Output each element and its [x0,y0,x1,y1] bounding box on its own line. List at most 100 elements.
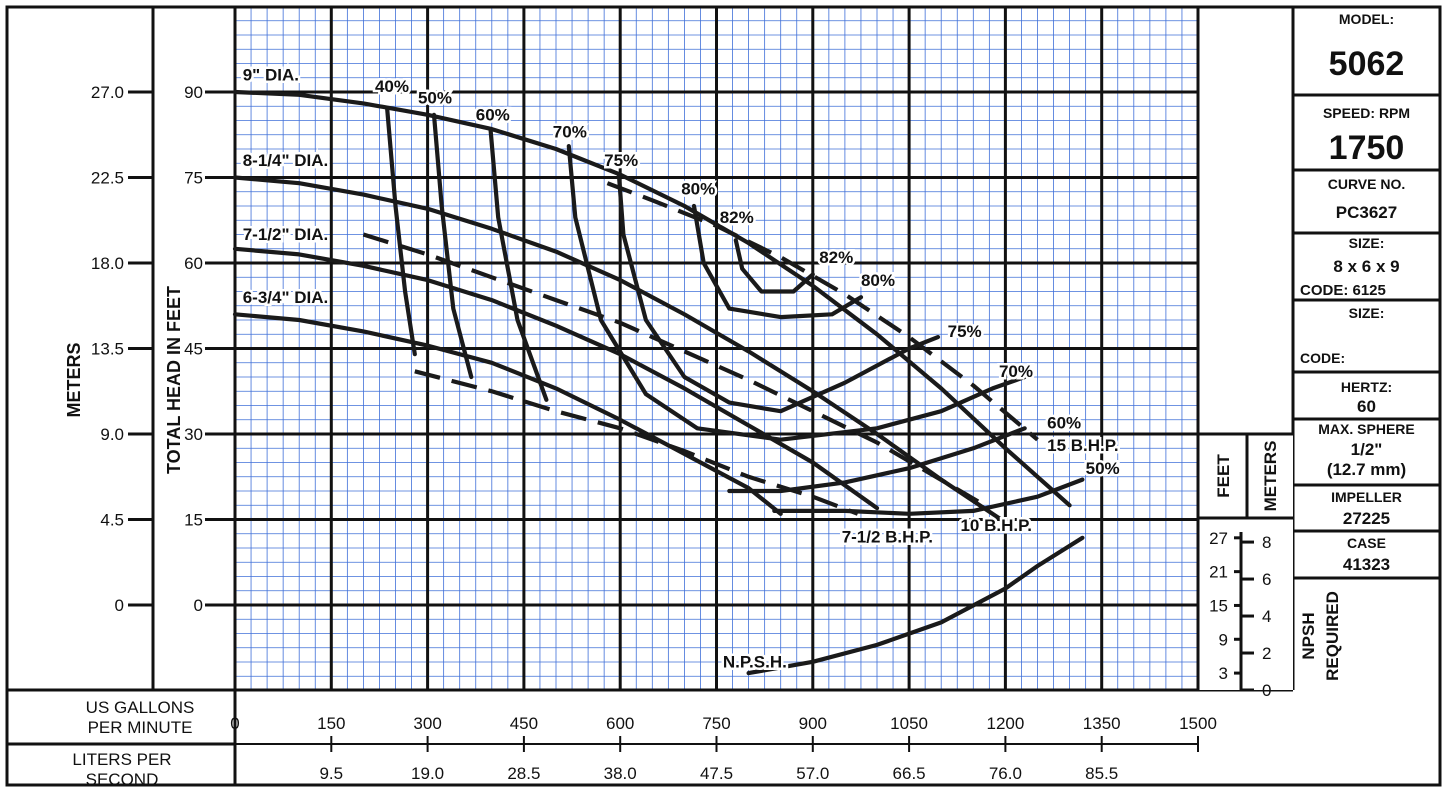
chart-frame [5,5,1442,787]
npsh-title: NPSH [1299,612,1318,659]
meters-tick-label: 4.5 [100,511,124,530]
efficiency-curve-75 [616,172,941,414]
lps-tick-label: 19.0 [411,764,444,783]
head-curve-9-dia [232,89,1072,508]
hertz-label: HERTZ: [1341,379,1392,395]
gpm-tick-label: 1500 [1179,714,1217,733]
grid [233,8,1200,690]
power-curve-10-b-h-p [362,232,981,505]
hertz-value: 60 [1357,397,1376,416]
efficiency-curve-60 [488,127,549,402]
npsh-meters-tick-label: 0 [1262,681,1271,700]
npsh-required-title: REQUIRED [1323,591,1342,681]
lps-tick-label: 76.0 [989,764,1022,783]
curve-label: 80% [861,271,895,290]
labels: 0 4.5 9.0 13.5 18.0 22.5 27.0 0 15 30 45 60 75 90 METE… [64,63,1342,789]
curve-label-text: CURVE NO. [1328,176,1406,192]
gpm-tick-label: 600 [606,714,634,733]
case-label: CASE [1347,535,1386,551]
npsh-meters-tick-label: 2 [1262,644,1271,663]
sphere-label: MAX. SPHERE [1318,421,1414,437]
model-value: 5062 [1329,45,1405,83]
info-panel: MODEL: 5062 SPEED: RPM 1750 CURVE NO. PC3627 S… [1293,11,1440,580]
sphere-in-value: 1/2" [1351,440,1383,459]
curve-label: 82% [720,208,754,227]
curve-label: 60% [1047,413,1081,432]
npsh-meters-title: METERS [1261,441,1280,512]
lps-tick-label: 57.0 [796,764,829,783]
feet-tick-label: 75 [184,169,203,188]
lps-tick-label: 9.5 [319,764,343,783]
curve-label: 80% [681,180,715,199]
lps-tick-label: 66.5 [893,764,926,783]
efficiency-curve-50 [772,477,1085,516]
efficiency-curve-50 [431,112,474,380]
gpm-tick-label: 450 [510,714,538,733]
speed-label: SPEED: RPM [1323,105,1410,121]
lps-title-line1: LITERS PER [72,750,171,769]
sphere-mm-value: (12.7 mm) [1327,460,1406,479]
gpm-tick-label: 900 [799,714,827,733]
curve-label: 8-1/4" DIA. [243,151,329,170]
lps-tick-label: 47.5 [700,764,733,783]
feet-tick-label: 60 [184,254,203,273]
curve-label: 10 B.H.P. [960,516,1032,535]
feet-tick-label: 15 [184,511,203,530]
npsh-feet-tick-label: 27 [1209,529,1228,548]
lps-tick-label: 38.0 [604,764,637,783]
curve-label: 60% [476,106,510,125]
npsh-curve-n-p-s-h [746,535,1085,676]
gpm-tick-label: 150 [317,714,345,733]
power-curve-15-b-h-p [606,181,1039,442]
speed-value: 1750 [1329,129,1405,167]
meters-tick-label: 18.0 [91,254,124,273]
curve-label: 50% [1086,459,1120,478]
meters-tick-label: 9.0 [100,425,124,444]
npsh-feet-title: FEET [1214,454,1233,498]
curve-label: 6-3/4" DIA. [243,288,329,307]
curves [232,89,1085,676]
curve-label: 70% [999,362,1033,381]
meters-axis-title: METERS [64,342,84,417]
curve-label: 70% [553,123,587,142]
curve-label: 7-1/2 B.H.P. [842,527,933,546]
feet-tick-label: 30 [184,425,203,444]
meters-tick-label: 13.5 [91,340,124,359]
curve-label: 50% [418,88,452,107]
size-value: 8 x 6 x 9 [1333,257,1399,276]
head-curve-8-1-4-dia [232,175,1008,525]
npsh-feet-tick-label: 9 [1219,630,1228,649]
lps-tick-label: 28.5 [507,764,540,783]
meters-tick-label: 0 [115,596,124,615]
curve-label: 7-1/2" DIA. [243,225,329,244]
meters-tick-label: 22.5 [91,169,124,188]
gpm-tick-label: 1200 [986,714,1024,733]
npsh-meters-tick-label: 8 [1262,533,1271,552]
power-curve-7-1-2-b-h-p [414,369,859,516]
gpm-tick-label: 1050 [890,714,928,733]
feet-tick-label: 90 [184,83,203,102]
curve-label: 75% [604,151,638,170]
impeller-value: 27225 [1343,509,1390,528]
impeller-label: IMPELLER [1331,489,1402,505]
gpm-tick-label: 750 [702,714,730,733]
outer-border [5,5,1442,787]
meters-tick-label: 27.0 [91,83,124,102]
size2-label: SIZE: [1349,305,1385,321]
efficiency-curve-80 [691,203,864,320]
gpm-title-line2: PER MINUTE [88,718,193,737]
npsh-meters-tick-label: 6 [1262,570,1271,589]
feet-tick-label: 45 [184,340,203,359]
lps-tick-label: 85.5 [1085,764,1118,783]
curve-label: 75% [948,322,982,341]
gpm-title-line1: US GALLONS [86,698,195,717]
code-value: CODE: 6125 [1300,282,1386,299]
gpm-tick-label: 1350 [1083,714,1121,733]
curve-label: 82% [819,248,853,267]
efficiency-curve-40 [385,106,417,357]
case-value: 41323 [1343,555,1390,574]
curve-label: 40% [375,77,409,96]
lps-title-line2: SECOND [86,770,159,789]
curve-label: 9" DIA. [243,66,299,85]
